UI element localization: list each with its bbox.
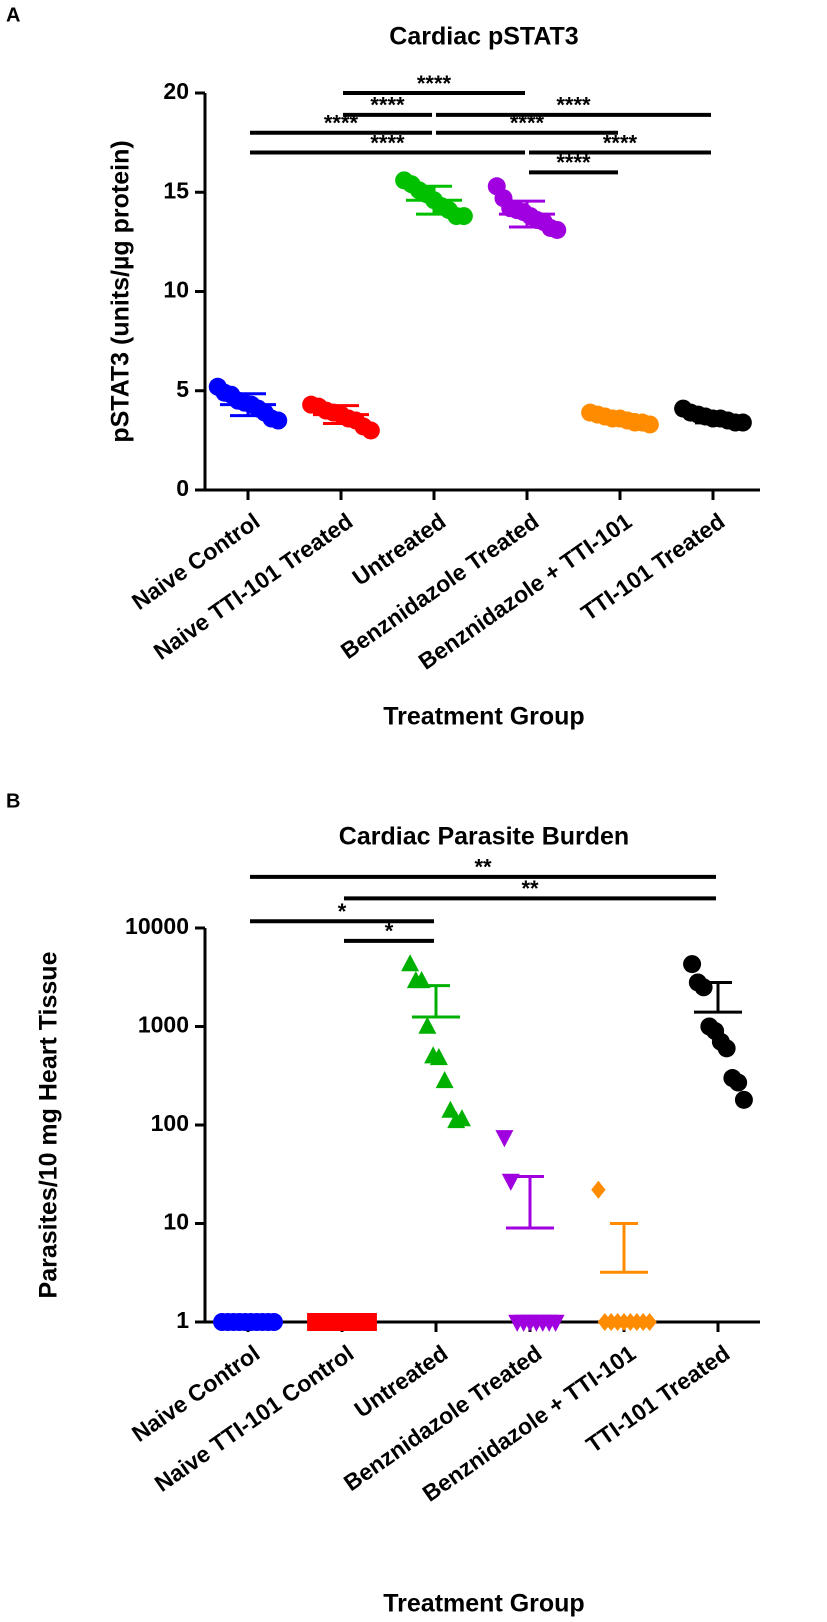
point — [548, 220, 567, 239]
point — [454, 207, 473, 226]
y-axis-title: Parasites/10 mg Heart Tissue — [35, 951, 63, 1298]
y-tick-label: 10 — [163, 1209, 189, 1235]
y-tick-label: 5 — [176, 376, 189, 402]
chart-title: Cardiac pSTAT3 — [389, 23, 578, 51]
point — [591, 1180, 606, 1199]
point — [546, 1314, 565, 1332]
significance-label: **** — [324, 111, 359, 136]
point — [729, 1073, 748, 1092]
significance-label: **** — [603, 130, 638, 155]
significance-label: * — [385, 919, 394, 944]
y-tick-label: 15 — [163, 177, 189, 203]
significance-label: ** — [474, 855, 492, 880]
point — [683, 955, 702, 974]
significance-label: **** — [417, 71, 452, 96]
significance-label: ** — [521, 876, 539, 901]
point — [642, 1313, 657, 1331]
point — [733, 413, 752, 432]
point — [429, 1047, 448, 1066]
point — [412, 971, 431, 989]
y-tick-label: 20 — [163, 78, 189, 104]
point — [717, 1039, 736, 1058]
y-tick-label: 10000 — [125, 913, 189, 939]
significance-label: **** — [556, 150, 591, 175]
significance-label: * — [338, 899, 347, 924]
x-axis-title: Treatment Group — [383, 1590, 584, 1618]
y-tick-label: 100 — [151, 1110, 189, 1136]
point — [269, 411, 288, 430]
point — [435, 1071, 454, 1089]
point — [495, 1130, 514, 1148]
y-tick-label: 1000 — [138, 1012, 189, 1038]
significance-label: **** — [370, 93, 405, 118]
point — [452, 1109, 471, 1127]
point — [401, 954, 420, 972]
point — [358, 1313, 377, 1331]
y-tick-label: 0 — [176, 475, 189, 501]
y-tick-label: 1 — [176, 1307, 189, 1333]
point — [361, 421, 380, 440]
panel-label: B — [6, 790, 20, 812]
significance-label: **** — [510, 111, 545, 136]
point — [734, 1090, 753, 1109]
panel-label: A — [6, 4, 20, 26]
y-tick-label: 10 — [163, 277, 189, 303]
point — [418, 1016, 437, 1034]
x-axis-title: Treatment Group — [383, 703, 584, 731]
point — [264, 1313, 283, 1331]
point — [501, 1173, 520, 1191]
y-axis-title: pSTAT3 (units/µg protein) — [107, 140, 135, 442]
significance-label: **** — [556, 93, 591, 118]
significance-label: **** — [370, 130, 405, 155]
chart-title: Cardiac Parasite Burden — [339, 823, 629, 851]
